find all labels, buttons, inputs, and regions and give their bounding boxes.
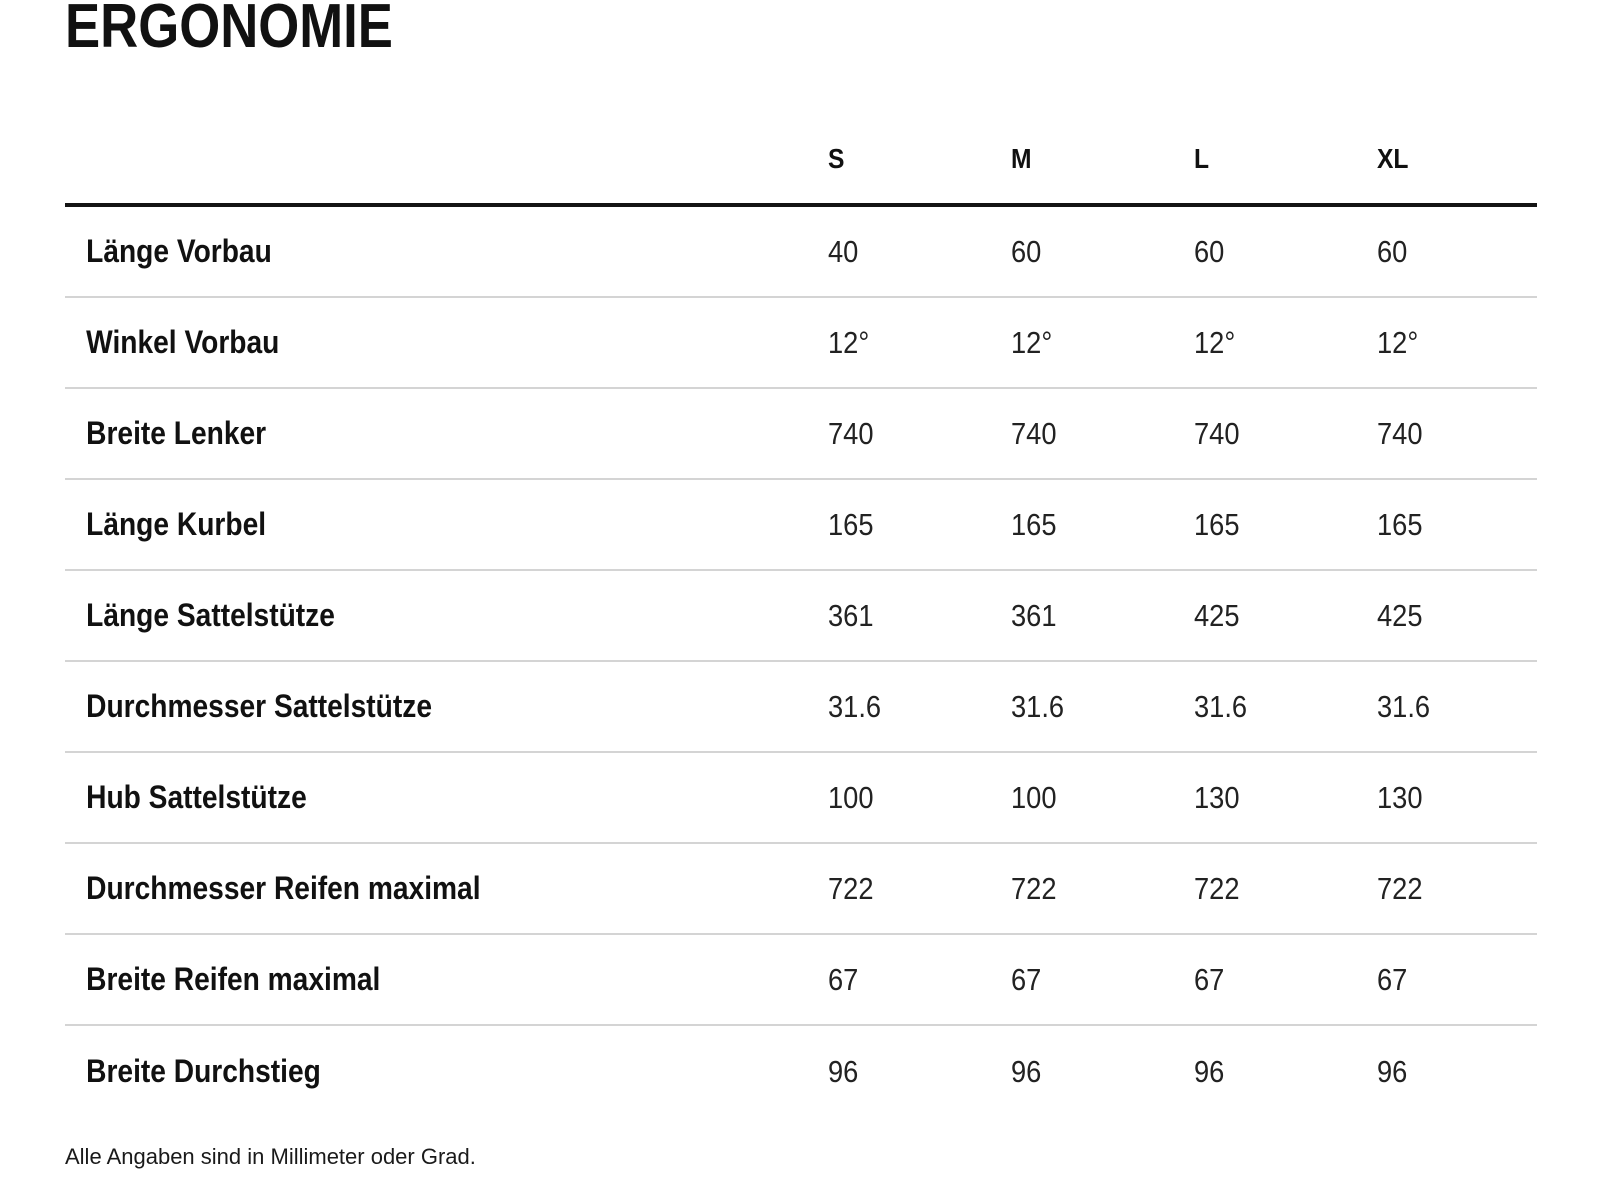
row-value-l: 740 [1194, 415, 1240, 451]
table-row: Breite Reifen maximal 67 67 67 67 [65, 935, 1537, 1026]
column-header-s: S [828, 143, 845, 174]
row-label: Breite Durchstieg [86, 1053, 321, 1089]
row-value-xl: 740 [1377, 415, 1423, 451]
table-header-row: S M L XL [65, 135, 1537, 207]
row-label: Durchmesser Reifen maximal [86, 870, 481, 906]
column-header-l: L [1194, 143, 1210, 174]
row-label: Hub Sattelstütze [86, 779, 307, 815]
table-row: Länge Sattelstütze 361 361 425 425 [65, 571, 1537, 662]
row-value-l: 12° [1194, 324, 1236, 360]
row-value-s: 67 [828, 961, 859, 997]
row-value-s: 740 [828, 415, 874, 451]
row-value-m: 60 [1011, 233, 1042, 269]
row-value-l: 67 [1194, 961, 1225, 997]
row-value-l: 130 [1194, 779, 1240, 815]
row-value-xl: 60 [1377, 233, 1408, 269]
row-value-l: 722 [1194, 870, 1240, 906]
table-row: Durchmesser Sattelstütze 31.6 31.6 31.6 … [65, 662, 1537, 753]
row-value-m: 96 [1011, 1053, 1042, 1089]
row-value-s: 361 [828, 597, 874, 633]
table-row: Breite Durchstieg 96 96 96 96 [65, 1026, 1537, 1117]
row-label: Durchmesser Sattelstütze [86, 688, 432, 724]
row-value-l: 425 [1194, 597, 1240, 633]
row-label: Winkel Vorbau [86, 324, 280, 360]
ergonomics-section: ERGONOMIE S M L XL Länge Vorbau 40 60 60… [0, 0, 1600, 1170]
row-value-xl: 31.6 [1377, 688, 1431, 724]
row-value-xl: 425 [1377, 597, 1423, 633]
row-value-m: 165 [1011, 506, 1057, 542]
row-value-s: 96 [828, 1053, 859, 1089]
row-label: Länge Kurbel [86, 506, 267, 542]
table-row: Breite Lenker 740 740 740 740 [65, 389, 1537, 480]
row-value-l: 60 [1194, 233, 1225, 269]
row-value-s: 40 [828, 233, 859, 269]
table-row: Winkel Vorbau 12° 12° 12° 12° [65, 298, 1537, 389]
table-row: Hub Sattelstütze 100 100 130 130 [65, 753, 1537, 844]
row-value-xl: 165 [1377, 506, 1423, 542]
row-value-l: 165 [1194, 506, 1240, 542]
row-value-m: 722 [1011, 870, 1057, 906]
row-value-m: 67 [1011, 961, 1042, 997]
row-value-xl: 130 [1377, 779, 1423, 815]
row-value-m: 31.6 [1011, 688, 1065, 724]
row-value-s: 722 [828, 870, 874, 906]
row-value-xl: 722 [1377, 870, 1423, 906]
row-value-l: 96 [1194, 1053, 1225, 1089]
row-label: Länge Sattelstütze [86, 597, 335, 633]
row-label: Länge Vorbau [86, 233, 272, 269]
units-footnote: Alle Angaben sind in Millimeter oder Gra… [65, 1144, 476, 1169]
row-label: Breite Lenker [86, 415, 267, 451]
page-title: ERGONOMIE [65, 0, 393, 61]
row-value-s: 100 [828, 779, 874, 815]
row-value-s: 31.6 [828, 688, 882, 724]
row-value-m: 740 [1011, 415, 1057, 451]
row-label: Breite Reifen maximal [86, 961, 381, 997]
ergonomics-table: S M L XL Länge Vorbau 40 60 60 60 Winkel… [65, 135, 1537, 1117]
row-value-m: 361 [1011, 597, 1057, 633]
table-row: Länge Vorbau 40 60 60 60 [65, 207, 1537, 298]
row-value-m: 100 [1011, 779, 1057, 815]
column-header-m: M [1011, 143, 1032, 174]
row-value-l: 31.6 [1194, 688, 1248, 724]
row-value-xl: 67 [1377, 961, 1408, 997]
column-header-xl: XL [1377, 143, 1409, 174]
row-value-s: 165 [828, 506, 874, 542]
row-value-m: 12° [1011, 324, 1053, 360]
table-row: Durchmesser Reifen maximal 722 722 722 7… [65, 844, 1537, 935]
row-value-xl: 96 [1377, 1053, 1408, 1089]
row-value-xl: 12° [1377, 324, 1419, 360]
table-row: Länge Kurbel 165 165 165 165 [65, 480, 1537, 571]
row-value-s: 12° [828, 324, 870, 360]
